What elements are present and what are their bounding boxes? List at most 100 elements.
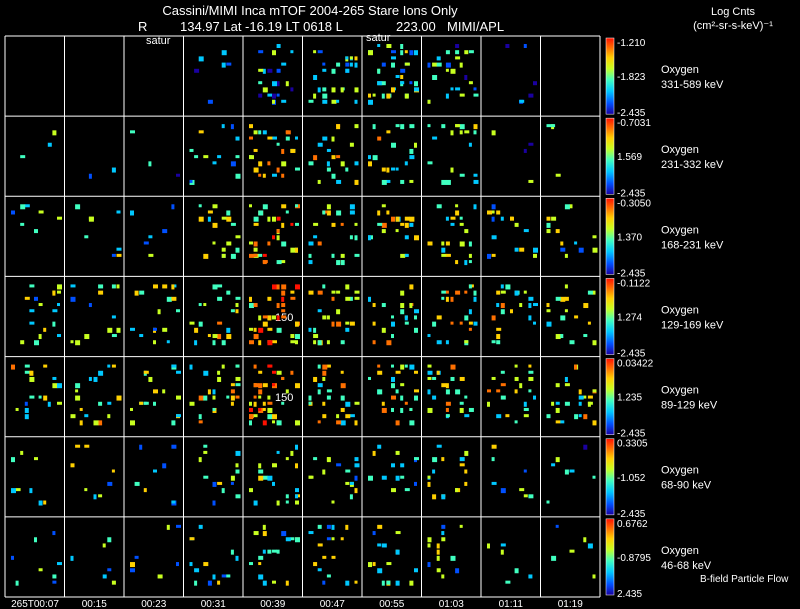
data-cell <box>148 253 154 257</box>
data-cell <box>235 463 239 468</box>
saturation-marker: satur <box>146 35 171 47</box>
data-cell <box>345 296 351 301</box>
data-cell <box>295 247 298 253</box>
data-cell <box>441 241 445 246</box>
data-cell <box>130 420 135 426</box>
data-cell <box>267 401 273 405</box>
data-cell <box>445 383 449 389</box>
energy-range-label: 89-129 keV <box>661 400 718 412</box>
data-cell <box>267 68 273 73</box>
saturation-marker: satur <box>366 32 391 44</box>
data-cell <box>555 457 560 463</box>
data-cell <box>116 395 122 401</box>
data-cell <box>404 364 408 368</box>
data-cell <box>500 290 506 294</box>
data-cell <box>528 142 534 146</box>
data-cell <box>578 395 584 400</box>
data-cell <box>290 87 294 92</box>
data-cell <box>230 222 236 226</box>
data-cell <box>253 130 258 135</box>
data-cell <box>313 340 317 345</box>
data-cell <box>262 401 266 406</box>
data-cell <box>459 62 463 68</box>
data-cell <box>198 321 203 327</box>
data-cell <box>345 524 349 530</box>
data-cell <box>313 334 319 339</box>
data-cell <box>258 210 264 216</box>
data-cell <box>207 389 211 395</box>
data-cell <box>464 229 469 234</box>
data-cell <box>29 284 35 288</box>
data-cell <box>574 364 578 370</box>
data-cell <box>171 204 175 210</box>
data-cell <box>322 414 327 419</box>
species-label: Oxygen <box>661 224 699 236</box>
data-cell <box>235 235 241 239</box>
data-cell <box>276 303 280 309</box>
data-cell <box>322 376 326 381</box>
data-cell <box>514 364 518 368</box>
data-cell <box>464 481 468 486</box>
data-cell <box>445 50 450 55</box>
data-cell <box>276 420 282 426</box>
data-cell <box>249 136 253 140</box>
data-cell <box>281 290 286 296</box>
colorbar <box>605 278 615 355</box>
data-cell <box>24 414 29 420</box>
data-cell <box>336 62 341 67</box>
data-cell <box>400 179 405 184</box>
data-cell <box>464 340 469 344</box>
data-cell <box>459 216 463 220</box>
data-cell <box>345 469 351 473</box>
orbit-r-label: R <box>138 19 147 34</box>
data-cell <box>391 407 394 412</box>
data-cell <box>400 303 405 309</box>
data-cell <box>198 216 204 222</box>
data-cell <box>212 389 216 395</box>
data-cell <box>79 420 83 426</box>
data-cell <box>295 321 299 327</box>
data-cell <box>272 136 277 140</box>
data-cell <box>43 500 47 505</box>
data-cell <box>326 395 331 400</box>
species-label: Oxygen <box>661 385 699 397</box>
data-cell <box>377 210 381 216</box>
data-cell <box>276 260 282 265</box>
data-cell <box>487 543 490 549</box>
data-cell <box>198 524 203 529</box>
data-cell <box>134 481 140 486</box>
data-cell <box>230 309 235 313</box>
data-cell <box>368 235 371 241</box>
data-cell <box>468 241 472 247</box>
data-cell <box>258 81 263 85</box>
data-cell <box>555 334 561 340</box>
data-cell <box>93 376 98 382</box>
data-cell <box>409 284 414 290</box>
data-cell <box>313 457 318 461</box>
data-cell <box>317 87 321 93</box>
data-cell <box>432 376 437 380</box>
data-cell <box>24 407 29 413</box>
data-cell <box>262 130 267 135</box>
data-cell <box>345 580 350 586</box>
data-cell <box>235 469 240 474</box>
data-cell <box>272 173 277 177</box>
data-cell <box>491 253 496 257</box>
data-cell <box>400 383 405 387</box>
data-cell <box>587 290 593 295</box>
data-cell <box>468 284 472 289</box>
panel-inner-label: 150 <box>275 392 293 404</box>
x-tick-label: 00:15 <box>82 599 107 609</box>
data-cell <box>281 161 287 167</box>
data-cell <box>194 580 198 586</box>
data-cell <box>414 457 419 461</box>
data-cell <box>551 555 557 561</box>
data-cell <box>326 167 331 172</box>
data-cell <box>194 155 199 159</box>
data-cell <box>381 179 387 185</box>
data-cell <box>207 216 211 222</box>
data-cell <box>505 580 511 584</box>
data-cell <box>414 142 417 148</box>
data-cell <box>523 148 527 153</box>
data-cell <box>349 56 353 60</box>
